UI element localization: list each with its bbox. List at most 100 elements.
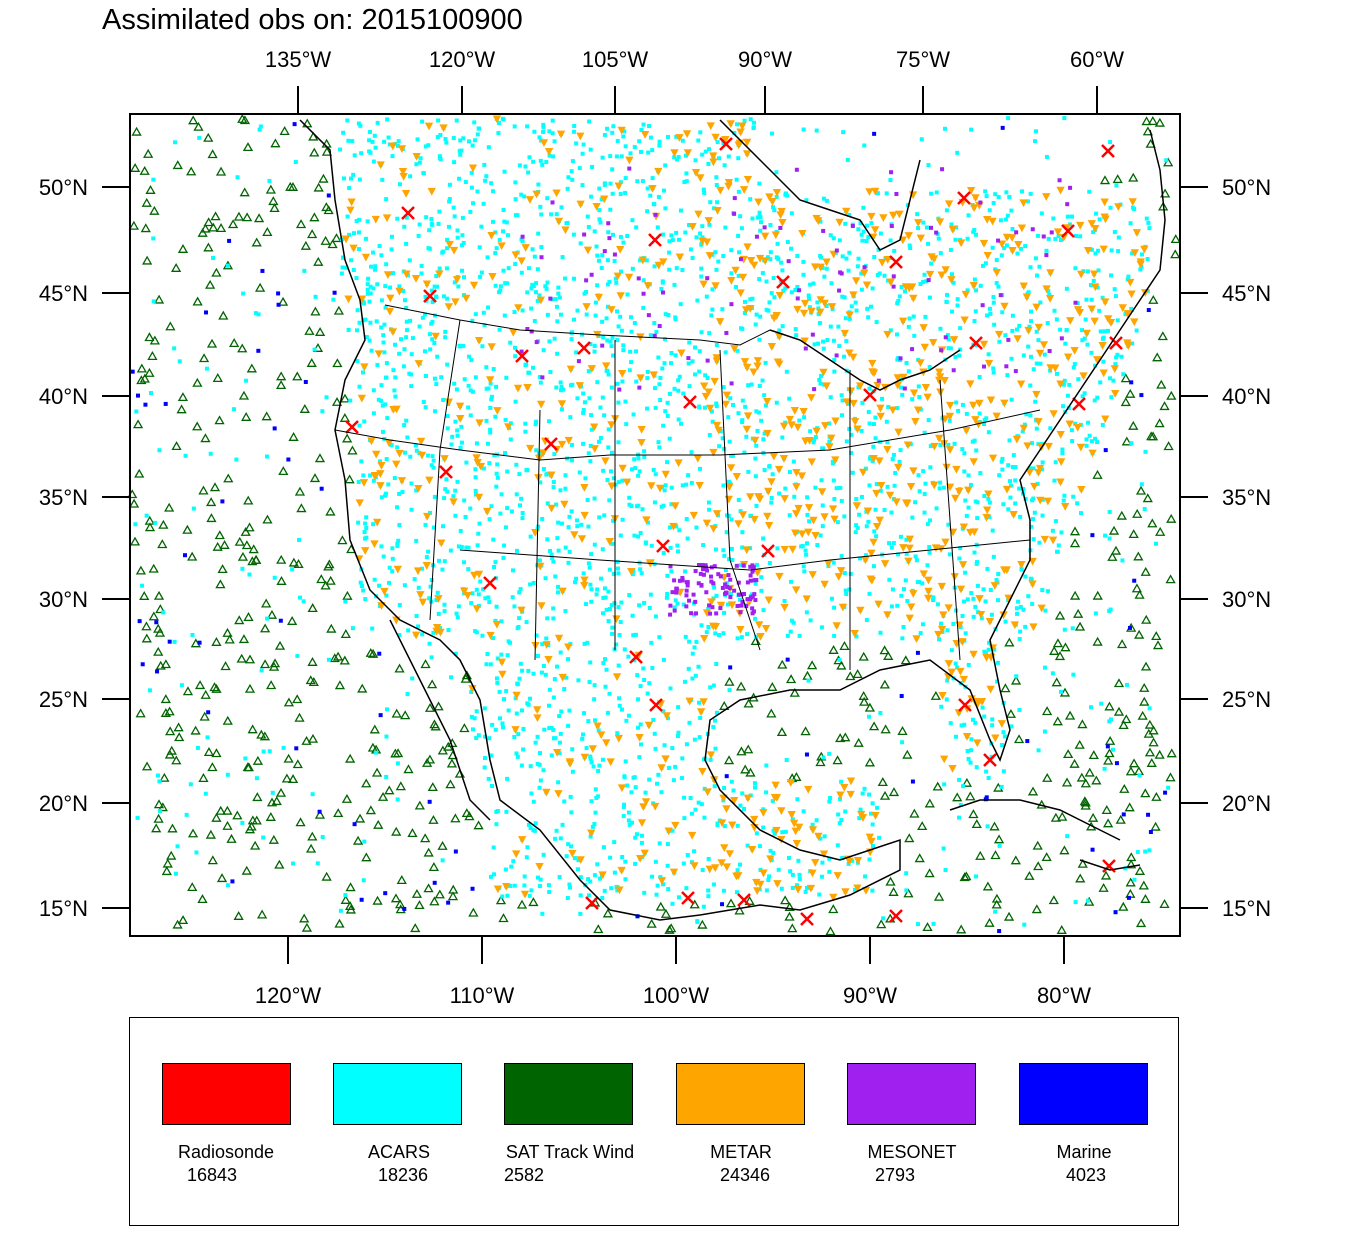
obs-marker: [1028, 354, 1033, 359]
obs-marker: [568, 794, 573, 799]
obs-marker: [624, 273, 634, 282]
obs-marker: [622, 774, 627, 779]
obs-marker: [473, 475, 478, 480]
obs-marker: [1121, 436, 1132, 446]
obs-marker: [953, 354, 958, 359]
obs-marker: [942, 782, 947, 787]
obs-marker: [566, 365, 576, 374]
obs-marker: [682, 180, 687, 185]
obs-marker: [576, 359, 581, 364]
obs-marker: [787, 513, 792, 518]
obs-marker: [380, 177, 385, 182]
obs-marker: [1125, 859, 1137, 869]
obs-marker: [608, 855, 613, 860]
obs-marker: [804, 198, 809, 203]
obs-marker: [229, 338, 240, 348]
obs-marker: [498, 716, 503, 721]
obs-marker: [632, 320, 637, 325]
obs-marker: [539, 245, 544, 250]
obs-marker: [669, 351, 674, 356]
obs-marker: [470, 886, 475, 891]
obs-marker: [1089, 297, 1094, 302]
obs-marker: [637, 469, 642, 474]
obs-marker: [407, 258, 412, 263]
obs-marker: [975, 583, 980, 588]
obs-marker: [226, 833, 237, 843]
obs-marker: [593, 810, 598, 815]
obs-marker: [668, 612, 673, 617]
obs-marker: [802, 569, 807, 574]
obs-marker: [949, 336, 959, 344]
obs-marker: [785, 674, 797, 684]
obs-marker: [604, 667, 609, 672]
obs-marker: [937, 625, 947, 634]
obs-marker: [574, 141, 579, 146]
obs-marker: [498, 511, 503, 516]
obs-marker: [455, 428, 460, 433]
obs-marker: [819, 874, 824, 879]
obs-marker: [896, 298, 901, 303]
obs-marker: [948, 226, 958, 234]
obs-marker: [741, 806, 746, 811]
obs-marker: [384, 375, 389, 380]
obs-marker: [827, 751, 832, 756]
obs-marker: [1013, 478, 1018, 483]
obs-marker: [441, 397, 446, 402]
obs-marker: [321, 871, 332, 881]
obs-marker: [1035, 349, 1045, 358]
obs-marker: [570, 531, 579, 539]
obs-marker: [477, 245, 482, 250]
obs-marker: [770, 205, 775, 210]
obs-marker: [997, 339, 1002, 344]
obs-marker: [1013, 734, 1025, 744]
obs-marker: [638, 530, 643, 535]
obs-marker: [680, 756, 685, 761]
obs-marker: [1061, 777, 1073, 787]
obs-marker: [647, 605, 652, 610]
obs-marker: [607, 607, 612, 612]
obs-marker: [1061, 503, 1070, 511]
obs-marker: [204, 279, 216, 289]
obs-marker: [355, 499, 364, 508]
obs-marker: [588, 443, 593, 448]
obs-marker: [762, 393, 767, 398]
obs-marker: [832, 633, 837, 638]
obs-marker: [618, 314, 623, 319]
obs-marker: [1166, 748, 1177, 758]
obs-marker: [491, 845, 496, 850]
obs-marker: [460, 233, 465, 238]
obs-marker: [961, 290, 971, 299]
obs-marker: [627, 166, 632, 171]
obs-marker: [240, 526, 251, 536]
obs-marker: [533, 740, 538, 745]
radiosonde-marker: [1101, 144, 1115, 158]
obs-marker: [883, 330, 892, 339]
obs-marker: [652, 333, 657, 338]
obs-marker: [239, 187, 250, 197]
obs-marker: [700, 152, 705, 157]
obs-marker: [806, 884, 816, 893]
obs-marker: [780, 495, 789, 503]
obs-marker: [553, 836, 558, 841]
obs-marker: [793, 327, 798, 332]
obs-marker: [644, 258, 649, 263]
obs-marker: [383, 891, 388, 896]
obs-marker: [859, 696, 870, 706]
obs-marker: [487, 736, 492, 741]
obs-marker: [850, 470, 855, 475]
obs-marker: [347, 198, 356, 207]
obs-marker: [205, 829, 217, 839]
obs-marker: [527, 696, 532, 701]
obs-marker: [161, 866, 172, 876]
obs-marker: [835, 218, 844, 227]
obs-marker: [830, 515, 839, 524]
obs-marker: [592, 349, 597, 354]
obs-marker: [940, 755, 949, 764]
right-lat-label: 40°N: [1222, 384, 1271, 409]
obs-marker: [996, 195, 1001, 200]
obs-marker: [751, 120, 756, 125]
obs-marker: [807, 458, 816, 467]
obs-marker: [559, 205, 564, 210]
obs-marker: [913, 554, 918, 559]
obs-marker: [635, 179, 640, 184]
